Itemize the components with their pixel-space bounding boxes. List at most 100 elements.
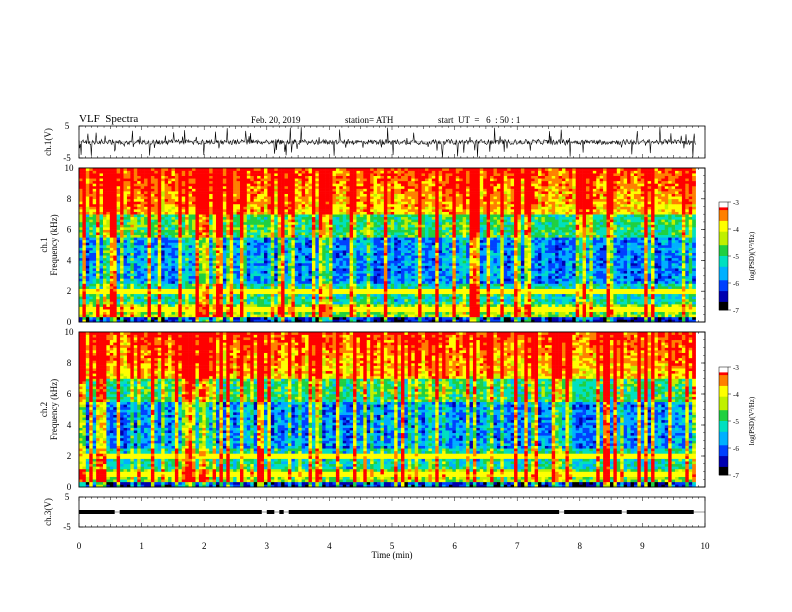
colorbar-label: log(PSD)(V²/Hz) [748, 231, 756, 280]
colorbar-segment [719, 269, 728, 273]
y-tick-label: 10 [65, 163, 75, 173]
colorbar-segment [719, 296, 728, 300]
colorbar-segment [719, 304, 728, 308]
colorbar-segment [719, 431, 728, 435]
colorbar-segment [719, 291, 728, 295]
colorbar-segment [719, 250, 728, 254]
colorbar-segment [719, 204, 728, 208]
y-axis-title: Frequency (kHz) [49, 214, 59, 275]
colorbar-segment [719, 383, 728, 387]
ch1-waveform [78, 126, 696, 158]
colorbar-segment [719, 380, 728, 384]
colorbar-segment [719, 412, 728, 416]
colorbar-tick-label: -6 [733, 280, 739, 288]
colorbar-tick-label: -5 [733, 253, 739, 261]
colorbar-segment [719, 210, 728, 214]
colorbar-segment [719, 439, 728, 443]
colorbar-segment [719, 394, 728, 398]
x-tick-label: 8 [578, 541, 583, 551]
colorbar-segment [719, 293, 728, 297]
colorbar-segment [719, 231, 728, 235]
x-tick-label: 7 [515, 541, 520, 551]
colorbar-segment [719, 453, 728, 457]
y-tick-label: 8 [67, 194, 72, 204]
panel-frame [78, 167, 706, 323]
x-tick-label: 6 [452, 541, 457, 551]
colorbar-segment [719, 237, 728, 241]
x-tick-label: 9 [640, 541, 645, 551]
y-axis-title: ch.2 [39, 402, 49, 417]
colorbar-segment [719, 272, 728, 276]
y-tick-label: 5 [65, 121, 70, 131]
colorbar-segment [719, 423, 728, 427]
colorbar-segment [719, 426, 728, 430]
y-tick-label: 0 [67, 317, 72, 327]
colorbar-segment [719, 418, 728, 422]
colorbar-segment [719, 264, 728, 268]
y-tick-label: 5 [65, 492, 70, 502]
colorbar-segment [719, 445, 728, 449]
colorbar-segment [719, 464, 728, 468]
y-axis-title: ch.1 [39, 237, 49, 252]
colorbar-segment [719, 207, 728, 211]
station-label: station= ATH [345, 115, 393, 125]
colorbar-segment [719, 469, 728, 473]
y-tick-label: 10 [65, 327, 75, 337]
colorbar-segment [719, 220, 728, 224]
colorbar-segment [719, 461, 728, 465]
colorbar-segment [719, 456, 728, 460]
y-tick-label: 0 [67, 482, 72, 492]
colorbar-segment [719, 212, 728, 216]
colorbar-segment [719, 410, 728, 414]
colorbar-segment [719, 375, 728, 379]
colorbar-tick-label: -5 [733, 418, 739, 426]
colorbar-tick-label: -3 [733, 364, 739, 372]
y-tick-label: 2 [67, 451, 72, 461]
x-tick-label: 2 [202, 541, 207, 551]
colorbar-segment [719, 429, 728, 433]
colorbar-segment [719, 307, 728, 311]
colorbar-segment [719, 202, 728, 206]
y-axis-title: ch.3(V) [43, 498, 53, 526]
colorbar-segment [719, 283, 728, 287]
colorbar-segment [719, 448, 728, 452]
y-axis-title: ch.1(V) [43, 128, 53, 156]
y-tick-label: 4 [67, 420, 72, 430]
colorbar-segment [719, 450, 728, 454]
colorbar-segment [719, 434, 728, 438]
colorbar-segment [719, 391, 728, 395]
date-label: Feb. 20, 2019 [251, 115, 301, 125]
colorbar-segment [719, 385, 728, 389]
colorbar-segment [719, 226, 728, 230]
start-time-label: start UT = 6 : 50 : 1 [438, 115, 520, 125]
y-tick-label: 2 [67, 286, 72, 296]
colorbar-segment [719, 277, 728, 281]
y-tick-label: -5 [63, 153, 71, 163]
y-tick-label: 4 [67, 255, 72, 265]
x-tick-label: 1 [139, 541, 144, 551]
colorbar-segment [719, 215, 728, 219]
colorbar-segment [719, 229, 728, 233]
colorbar-segment [719, 377, 728, 381]
colorbar-segment [719, 367, 728, 371]
y-tick-label: 6 [67, 225, 72, 235]
colorbar-tick-label: -6 [733, 445, 739, 453]
colorbar-segment [719, 404, 728, 408]
x-tick-label: 4 [327, 541, 332, 551]
colorbar-tick-label: -4 [733, 226, 739, 234]
colorbar-segment [719, 369, 728, 373]
colorbar-segment [719, 239, 728, 243]
x-tick-label: 10 [701, 541, 711, 551]
colorbar-segment [719, 218, 728, 222]
colorbar-segment [719, 242, 728, 246]
colorbar-segment [719, 396, 728, 400]
x-tick-label: 3 [265, 541, 270, 551]
colorbar-segment [719, 258, 728, 262]
colorbar-segment [719, 442, 728, 446]
colorbar-tick-label: -3 [733, 199, 739, 207]
colorbar-segment [719, 285, 728, 289]
colorbar-segment [719, 421, 728, 425]
x-axis-title: Time (min) [372, 550, 413, 560]
x-tick-label: 5 [390, 541, 395, 551]
colorbar-segment [719, 372, 728, 376]
